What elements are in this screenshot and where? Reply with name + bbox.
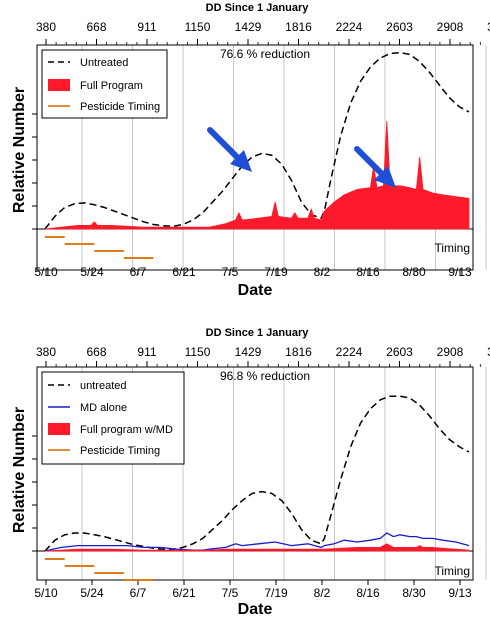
bottom-tick-label: 6/21 — [172, 586, 196, 600]
top-tick-label: 668 — [86, 345, 106, 359]
legend-label-pesticide: Pesticide Timing — [80, 101, 160, 113]
legend-label-pesticide: Pesticide Timing — [80, 445, 160, 457]
top-tick-label: 1816 — [285, 20, 312, 34]
series-layer — [44, 395, 470, 552]
bottom-tick-label: 8/16 — [356, 586, 380, 600]
y-tick-marks — [32, 113, 37, 230]
series-line-untreated — [44, 51, 470, 230]
legend: Untreated Full Program Pesticide Timing — [41, 49, 168, 119]
reduction-annotation: 96.8 % reduction — [220, 369, 310, 383]
top-tick-label: 380 — [36, 345, 56, 359]
bottom-tick-label: 5/24 — [80, 265, 104, 279]
top-axis-title: DD Since 1 January — [206, 2, 310, 14]
x-tick-marks — [45, 270, 461, 275]
top-tick-label: 1150 — [185, 20, 211, 34]
legend-swatch-full-program — [48, 79, 70, 91]
bottom-tick-label: 7/5 — [222, 586, 239, 600]
series-layer — [44, 51, 470, 230]
bottom-tick-label: 5/10 — [34, 265, 58, 279]
series-area-full-program — [44, 543, 470, 552]
pesticide-timing-bars — [45, 236, 154, 259]
x-axis-title: Date — [238, 601, 273, 618]
bottom-tick-labels: 5/10 5/24 6/7 6/21 7/5 7/19 8/2 8/16 8/30 9/13 — [34, 265, 472, 279]
bottom-tick-label: 6/21 — [172, 265, 196, 279]
bottom-tick-labels: 5/10 5/24 6/7 6/21 7/5 7/19 8/2 8/16 8/30 9/13 — [34, 586, 472, 600]
bottom-tick-label: 8/30 — [402, 265, 426, 279]
panel-1: DD Since 1 January 380 668 911 1150 1429 1816… — [11, 2, 490, 299]
legend-label-md-alone: MD alone — [80, 402, 127, 414]
pesticide-timing-bars — [45, 558, 154, 581]
series-line-untreated — [44, 395, 470, 552]
x-tick-marks — [45, 580, 461, 585]
top-tick-label: 911 — [137, 345, 156, 359]
legend-label-untreated: Untreated — [80, 57, 128, 69]
bottom-tick-label: 5/10 — [34, 586, 58, 600]
top-tick-label: 3152 — [487, 345, 490, 359]
legend-label-untreated: untreated — [80, 380, 126, 392]
bottom-tick-label: 7/19 — [264, 586, 288, 600]
top-tick-label: 2603 — [386, 20, 413, 34]
y-axis-title: Relative Number — [11, 407, 28, 533]
top-tick-label: 1429 — [235, 20, 262, 34]
plot-frame — [36, 44, 474, 271]
top-tick-label: 2224 — [336, 20, 363, 34]
bottom-tick-label: 6/7 — [130, 265, 147, 279]
bottom-tick-label: 8/16 — [356, 265, 380, 279]
top-axis-title: DD Since 1 January — [206, 327, 310, 339]
arrow-peak-july — [207, 127, 252, 172]
top-tick-label: 2908 — [437, 20, 464, 34]
bottom-tick-label: 9/13 — [448, 265, 472, 279]
bottom-tick-label: 8/30 — [402, 586, 426, 600]
plot-frame — [36, 366, 474, 581]
arrow-peak-august — [354, 146, 396, 188]
top-tick-label: 1429 — [235, 345, 262, 359]
y-tick-marks — [32, 435, 37, 552]
bottom-tick-label: 7/5 — [222, 265, 239, 279]
top-tick-label: 1816 — [285, 345, 312, 359]
top-tick-label: 668 — [86, 20, 106, 34]
legend-box — [41, 371, 185, 465]
bottom-tick-label: 9/13 — [448, 586, 472, 600]
bottom-tick-label: 8/2 — [314, 586, 331, 600]
top-tick-label: 911 — [137, 20, 156, 34]
top-tick-label: 2908 — [437, 345, 464, 359]
legend-label-full-program: Full program w/MD — [80, 424, 173, 436]
series-line-md-alone — [44, 532, 470, 552]
legend-swatch-full-program — [48, 423, 70, 435]
top-tick-label: 2603 — [386, 345, 413, 359]
top-tick-label: 3152 — [487, 20, 490, 34]
bottom-tick-label: 6/7 — [130, 586, 147, 600]
reduction-annotation: 76.6 % reduction — [220, 47, 310, 61]
bottom-tick-label: 5/24 — [80, 586, 104, 600]
bottom-tick-label: 8/2 — [314, 265, 331, 279]
series-area-full-program — [44, 120, 470, 230]
top-tick-label: 1150 — [185, 345, 211, 359]
top-tick-label: 380 — [36, 20, 56, 34]
top-tick-label: 2224 — [336, 345, 363, 359]
bottom-tick-label: 7/19 — [264, 265, 288, 279]
x-axis-title: Date — [238, 282, 273, 299]
y-axis-title: Relative Number — [11, 87, 28, 213]
legend-label-full-program: Full Program — [80, 80, 143, 92]
legend: untreated MD alone Full program w/MD Pes… — [41, 371, 185, 465]
timing-label: Timing — [434, 564, 470, 578]
top-tick-labels: 380 668 911 1150 1429 1816 2224 2603 2908 3152 — [36, 345, 490, 367]
timing-label: Timing — [434, 241, 470, 255]
panel-2: DD Since 1 January 380 668 911 1150 1429 1816… — [11, 327, 490, 618]
top-tick-labels: 380 668 911 1150 1429 1816 2224 2603 2908 3152 — [36, 20, 490, 45]
